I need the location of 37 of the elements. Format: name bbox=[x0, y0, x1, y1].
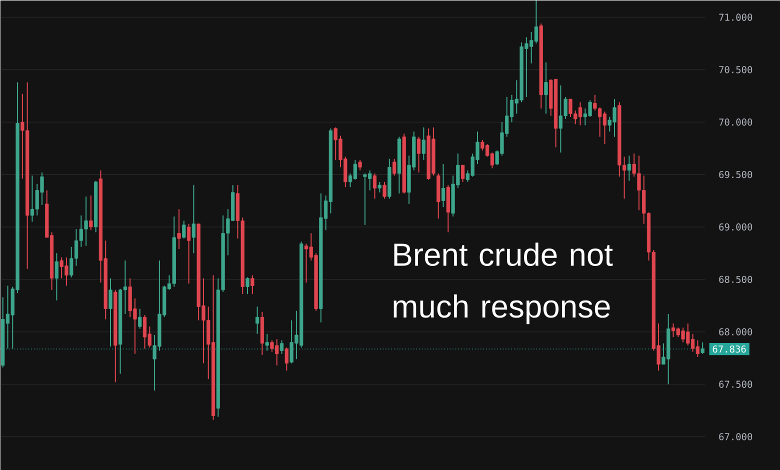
y-tick-label: 69.500 bbox=[719, 170, 752, 178]
candlestick bbox=[627, 155, 632, 182]
candlestick bbox=[250, 274, 254, 294]
candlestick bbox=[392, 158, 396, 176]
candlestick bbox=[378, 181, 382, 193]
y-tick-label: 68.500 bbox=[719, 276, 752, 283]
y-tick-label: 67.500 bbox=[719, 380, 752, 388]
candlestick bbox=[416, 136, 421, 173]
candlestick bbox=[186, 223, 191, 284]
candlestick bbox=[54, 252, 58, 301]
candlestick bbox=[246, 276, 250, 294]
candlestick bbox=[280, 340, 284, 354]
y-tick-label: 67.000 bbox=[719, 432, 752, 440]
candlestick bbox=[382, 181, 386, 200]
candlestick bbox=[700, 342, 704, 354]
y-tick-label: 71.000 bbox=[719, 14, 752, 21]
y-tick-label: 68.000 bbox=[719, 328, 752, 336]
y-tick-label: 70.000 bbox=[719, 118, 752, 126]
candlestick bbox=[284, 346, 288, 372]
y-tick-label: 70.500 bbox=[719, 66, 752, 74]
candlestick bbox=[441, 163, 446, 208]
candlestick bbox=[138, 308, 142, 330]
candlestick bbox=[192, 184, 196, 254]
candlestick bbox=[108, 278, 112, 347]
ref-line-label: 67.836 bbox=[712, 345, 746, 352]
candlestick bbox=[255, 306, 260, 334]
candlestick bbox=[182, 220, 186, 239]
candlestick bbox=[89, 194, 93, 231]
candlestick bbox=[422, 126, 426, 160]
candlestick bbox=[461, 164, 465, 182]
candlestick bbox=[358, 159, 362, 171]
candlestick bbox=[544, 62, 548, 114]
candlestick bbox=[177, 208, 181, 250]
y-tick-label: 69.000 bbox=[719, 223, 752, 230]
candlestick bbox=[372, 172, 377, 200]
candlestick bbox=[265, 333, 269, 352]
annotation: Brent crude not much response bbox=[394, 242, 613, 324]
